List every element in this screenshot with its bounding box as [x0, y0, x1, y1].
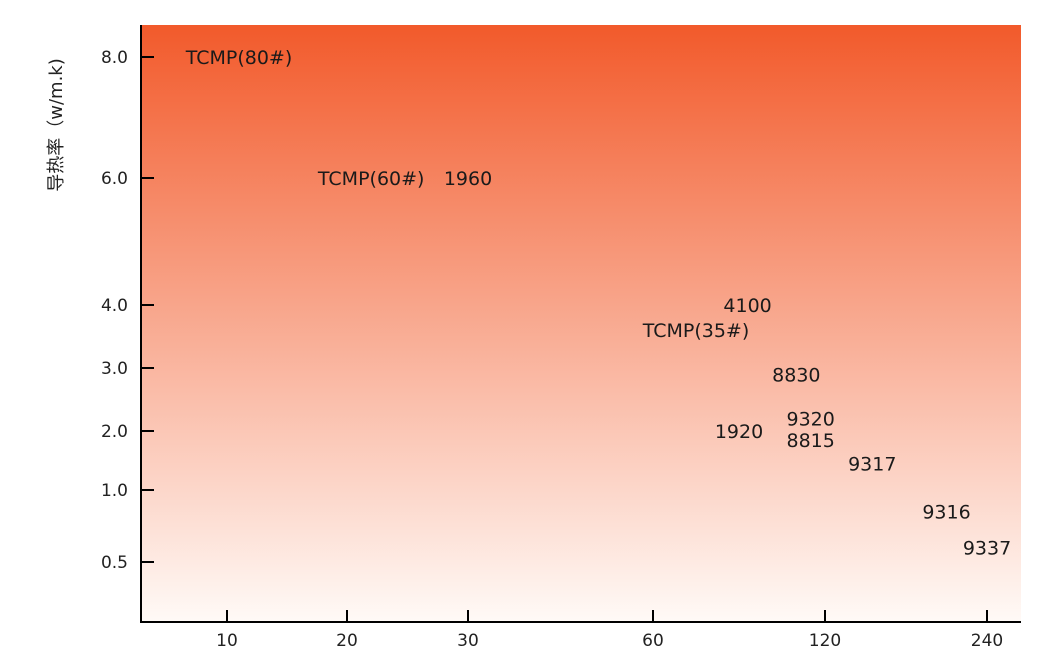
data-point-label: 1960 [444, 168, 492, 190]
data-point-label: TCMP(60#) [317, 168, 425, 190]
x-tick-label: 10 [216, 631, 238, 651]
data-point-label: 9316 [922, 502, 970, 524]
x-tick-label: 120 [809, 631, 841, 651]
data-point-label: 9320 [786, 408, 834, 430]
x-tick-label: 240 [971, 631, 1003, 651]
data-labels: TCMP(80#) TCMP(60#) 1960 4100 TCMP(35#) 8830 9… [185, 47, 1011, 560]
y-ticks: 8.0 6.0 4.0 3.0 2.0 1.0 0.5 [101, 48, 154, 573]
x-ticks: 10 20 30 60 120 240 [216, 610, 1003, 651]
y-axis-title: 导热率（w/m.k) [46, 58, 67, 192]
plot-background [141, 25, 1021, 622]
data-point-label: 4100 [723, 295, 771, 317]
data-point-label: TCMP(35#) [642, 320, 750, 342]
data-point-label: 8815 [786, 430, 834, 452]
data-point-label: 9317 [848, 453, 896, 475]
data-point-label: TCMP(80#) [185, 47, 293, 69]
data-point-label: 8830 [772, 364, 820, 386]
x-tick-label: 20 [336, 631, 358, 651]
x-tick-label: 60 [642, 631, 664, 651]
y-tick-label: 1.0 [101, 481, 128, 501]
data-point-label: 1920 [715, 421, 763, 443]
y-tick-label: 3.0 [101, 359, 128, 379]
y-tick-label: 2.0 [101, 422, 128, 442]
y-tick-label: 4.0 [101, 296, 128, 316]
x-tick-label: 30 [457, 631, 479, 651]
data-point-label: 9337 [963, 538, 1011, 560]
y-tick-label: 0.5 [101, 553, 128, 573]
y-tick-label: 6.0 [101, 169, 128, 189]
y-tick-label: 8.0 [101, 48, 128, 68]
